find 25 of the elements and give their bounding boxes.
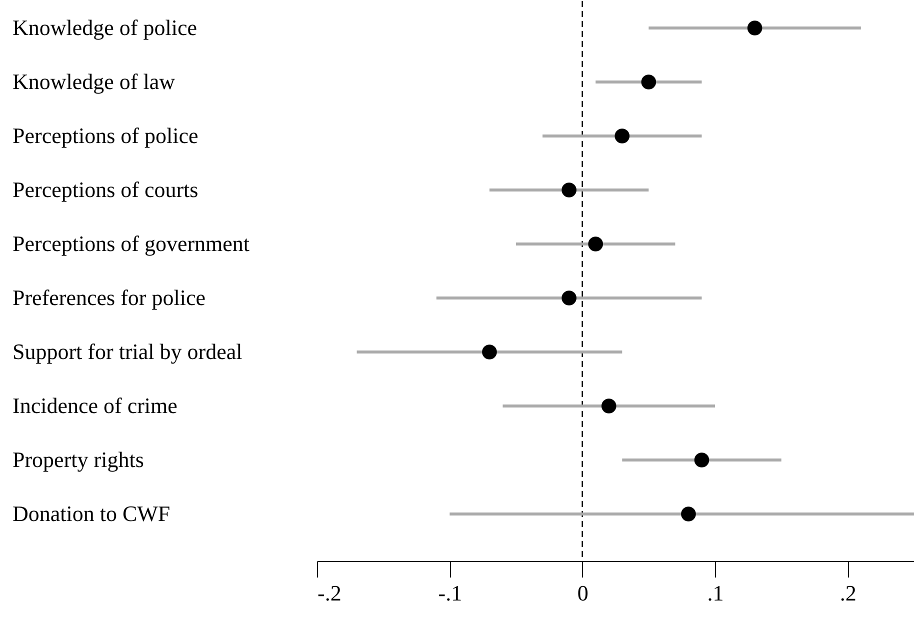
point	[747, 20, 762, 36]
x-tick-label: 0	[577, 580, 588, 606]
point	[641, 74, 656, 90]
y-tick-label: Perceptions of police	[12, 123, 198, 148]
y-tick-label: Knowledge of law	[12, 69, 176, 94]
x-tick-label: -.2	[318, 580, 342, 606]
point	[562, 182, 576, 198]
point	[562, 290, 576, 306]
point	[601, 398, 616, 414]
point	[588, 236, 604, 252]
y-tick-label: Preferences for police	[12, 285, 206, 310]
y-tick-label: Property rights	[12, 447, 144, 472]
y-tick-label: Donation to CWF	[12, 501, 170, 526]
x-tick-label: .2	[840, 580, 856, 606]
point	[694, 452, 710, 468]
y-tick-label: Knowledge of police	[12, 15, 197, 40]
y-tick-label: Perceptions of courts	[12, 177, 198, 202]
y-tick-label: Perceptions of government	[12, 231, 250, 256]
x-tick-label: -.1	[438, 580, 462, 606]
point	[681, 506, 696, 522]
y-tick-label: Incidence of crime	[12, 393, 178, 418]
point	[614, 128, 630, 144]
point	[482, 344, 497, 360]
x-tick-label: .1	[707, 580, 724, 606]
y-tick-label: Support for trial by ordeal	[12, 339, 242, 364]
